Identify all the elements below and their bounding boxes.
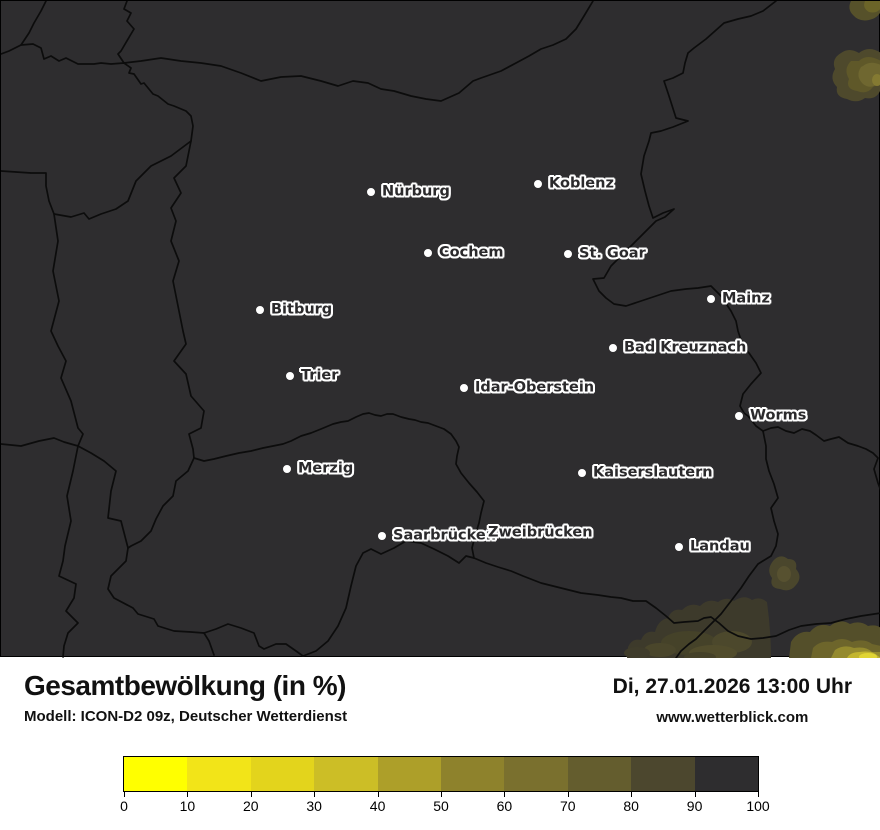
colorbar-tick-label: 50 (433, 798, 449, 814)
city-layer: Nürburg Koblenz Cochem St. Goar Mainz Bitburg… (1, 1, 879, 656)
border-line (1, 437, 215, 656)
border-line (20, 43, 125, 65)
city-marker (286, 372, 294, 380)
city-marker (609, 344, 617, 352)
city-label: St. Goar (579, 245, 646, 262)
colorbar-segment (504, 757, 568, 791)
forecast-datetime: Di, 27.01.2026 13:00 Uhr (612, 675, 852, 698)
colorbar-segment (441, 757, 505, 791)
website-url: www.wetterblick.com (656, 709, 809, 726)
border-line (1, 140, 192, 220)
colorbar-segment (694, 757, 759, 791)
colorbar-segment (631, 757, 695, 791)
city-marker (378, 532, 386, 540)
city-label: Idar-Oberstein (475, 379, 595, 396)
colorbar-tick (187, 792, 189, 797)
colorbar-tick-label: 0 (120, 798, 128, 814)
border-line (193, 412, 485, 559)
info-panel: Gesamtbewölkung (in %) Modell: ICON-D2 0… (0, 658, 880, 830)
colorbar-tick-label: 80 (623, 798, 639, 814)
border-lines (1, 1, 880, 658)
border-line (127, 457, 195, 549)
city-label: Mainz (722, 290, 770, 307)
colorbar-tick-label: 100 (746, 798, 770, 814)
city-marker (707, 295, 715, 303)
colorbar-tick (758, 792, 759, 797)
colorbar-tick-label: 40 (369, 798, 386, 814)
colorbar-tick-label: 70 (560, 798, 576, 814)
page-title: Gesamtbewölkung (in %) (24, 670, 346, 701)
colorbar-tick-label: 90 (686, 798, 703, 814)
city-label: Cochem (439, 244, 504, 261)
city-marker (735, 412, 743, 420)
border-line (762, 426, 880, 491)
colorbar-segment (377, 757, 442, 791)
cloud-cover-map: Nürburg Koblenz Cochem St. Goar Mainz Bitburg… (0, 0, 880, 658)
colorbar-tick (250, 792, 252, 797)
city-marker (578, 469, 586, 477)
city-label: Koblenz (549, 175, 614, 192)
colorbar-tick (694, 792, 696, 797)
city-label: Saarbrücken (393, 527, 497, 544)
colorbar-tick-label: 60 (496, 798, 513, 814)
border-line (203, 540, 880, 657)
colorbar-tick (441, 792, 442, 797)
city-label: Landau (690, 538, 750, 555)
colorbar-segment (250, 757, 315, 791)
colorbar-tick-label: 30 (306, 798, 322, 814)
city-marker (675, 543, 683, 551)
border-line (1, 1, 47, 55)
map-canvas (1, 1, 880, 658)
city-label: Bad Kreuznach (624, 339, 747, 356)
city-marker (424, 249, 432, 257)
city-label: Merzig (298, 460, 354, 477)
city-marker (367, 188, 375, 196)
border-line (117, 1, 135, 64)
border-line (50, 213, 84, 447)
city-marker (460, 384, 468, 392)
colorbar-ticks: 0 10 20 30 40 50 60 70 80 90 100 (120, 792, 770, 814)
colorbar-tick-label: 10 (179, 798, 196, 814)
colorbar-tick (377, 792, 379, 797)
border-line (592, 1, 777, 432)
cloud-cover-colorbar (123, 756, 759, 792)
colorbar-tick (314, 792, 316, 797)
border-line (675, 430, 779, 658)
city-marker (564, 250, 572, 258)
cloud-gap-blobs (624, 1, 880, 658)
colorbar-tick (567, 792, 569, 797)
colorbar-segment (124, 757, 188, 791)
colorbar-tick-label: 20 (243, 798, 259, 814)
city-label: Nürburg (382, 183, 450, 200)
city-label: Bitburg (271, 301, 333, 318)
colorbar-tick (124, 792, 125, 797)
border-line (58, 445, 79, 658)
city-label: Zweibrücken (488, 524, 593, 541)
city-label: Trier (301, 367, 339, 384)
colorbar-tick (504, 792, 506, 797)
border-line (123, 1, 594, 102)
city-label: Kaiserslautern (593, 464, 713, 481)
border-line (123, 62, 205, 459)
colorbar-segment (187, 757, 251, 791)
colorbar-tick (631, 792, 633, 797)
datetime-block: Di, 27.01.2026 13:00 Uhr www.wetterblick… (613, 675, 852, 726)
colorbar-segment (314, 757, 378, 791)
city-label: Worms (750, 407, 807, 424)
city-marker (256, 306, 264, 314)
model-info: Modell: ICON-D2 09z, Deutscher Wetterdie… (24, 708, 348, 725)
colorbar-segment (567, 757, 632, 791)
city-marker (534, 180, 542, 188)
city-marker (283, 465, 291, 473)
